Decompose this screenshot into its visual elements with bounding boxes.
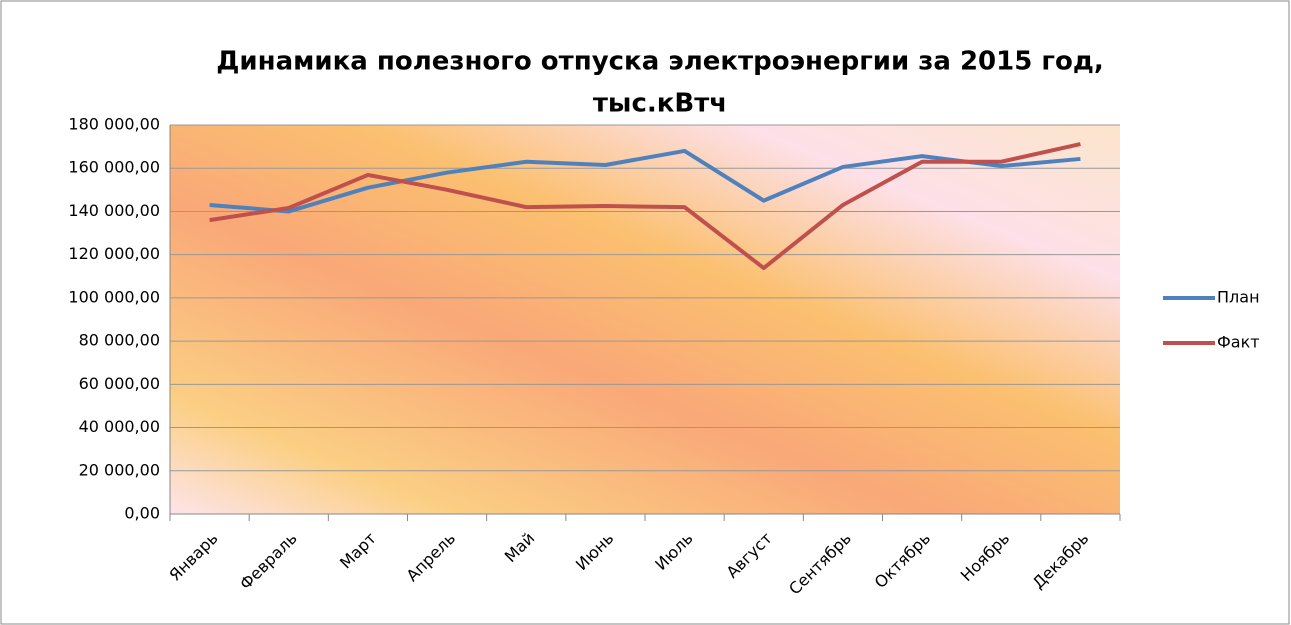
y-tick-label: 0,00: [124, 504, 160, 523]
chart-title: Динамика полезного отпуска электроэнерги…: [216, 47, 1103, 77]
legend-label: План: [1217, 288, 1260, 307]
series-line: [209, 142, 1081, 271]
plot-area: [170, 125, 1120, 514]
y-tick-label: 140 000,00: [68, 201, 160, 220]
y-tick-label: 60 000,00: [79, 374, 160, 393]
y-tick-label: 80 000,00: [79, 331, 160, 350]
y-tick-label: 120 000,00: [68, 244, 160, 263]
legend-label: Факт: [1217, 333, 1260, 352]
chart-title: тыс.кВтч: [593, 89, 727, 119]
series-line: [209, 148, 1081, 214]
y-tick-label: 180 000,00: [68, 115, 160, 134]
y-tick-label: 20 000,00: [79, 460, 160, 479]
y-tick-label: 160 000,00: [68, 158, 160, 177]
y-tick-label: 40 000,00: [79, 417, 160, 436]
y-tick-label: 100 000,00: [68, 287, 160, 306]
